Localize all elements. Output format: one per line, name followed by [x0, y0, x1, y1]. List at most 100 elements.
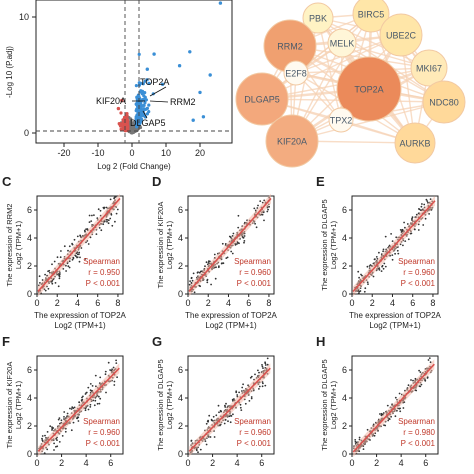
scatter-point: [109, 217, 112, 220]
volcano-point-outlier: [120, 98, 124, 103]
scatter-point: [378, 269, 381, 271]
scatter-point: [41, 279, 44, 281]
scatter-point: [206, 278, 209, 281]
volcano-point-up: [147, 81, 151, 85]
scatter-point: [79, 256, 81, 259]
scatter-point: [250, 397, 253, 400]
scatter-point: [111, 224, 114, 227]
scatter-point: [391, 258, 394, 261]
y-axis-unit-label: Log2 (TPM+1): [329, 380, 338, 429]
scatter-point: [97, 208, 100, 211]
scatter-point: [46, 431, 49, 433]
scatter-point: [94, 374, 97, 377]
y-tick-label: 4: [27, 233, 32, 243]
volcano-xtick-label: 0: [129, 148, 134, 158]
scatter-point: [381, 413, 383, 416]
scatter-point: [264, 364, 267, 366]
scatter-point: [241, 390, 243, 392]
scatter-point: [58, 275, 61, 278]
scatter-point: [237, 214, 240, 217]
scatter-point: [418, 369, 420, 372]
scatter-point: [46, 448, 49, 451]
scatter-point: [43, 452, 46, 455]
network-edge: [317, 17, 430, 69]
scatter-point: [110, 213, 113, 216]
scatter-point: [57, 285, 60, 288]
scatter-point: [217, 266, 220, 269]
stat-value-label: r = 0.960: [88, 428, 120, 437]
y-tick-label: 2: [178, 421, 183, 431]
x-tick-label: 8: [430, 298, 435, 308]
scatter-point: [220, 410, 223, 413]
y-axis-label: The expression of DLGAP5: [156, 359, 165, 450]
network-node-label: E2F8: [285, 69, 307, 79]
network-node-label: TPX2: [330, 116, 353, 126]
scatter-point: [409, 232, 412, 235]
scatter-point: [112, 366, 115, 369]
network-node-label: AURKB: [399, 139, 430, 149]
scatter-point: [403, 221, 405, 224]
x-axis-unit-label: Log2 (TPM+1): [205, 321, 257, 330]
scatter-point: [268, 205, 270, 208]
scatter-point: [204, 440, 207, 442]
scatter-point: [253, 207, 256, 210]
network-node-e2f8: [283, 60, 309, 86]
scatter-point: [114, 220, 116, 223]
scatter-point: [243, 240, 246, 242]
y-tick-label: 0: [27, 449, 32, 459]
scatter-point: [428, 357, 431, 359]
y-axis-unit-label: Log2 (TPM+1): [14, 220, 23, 269]
scatter-point: [239, 406, 242, 409]
scatter-point: [90, 220, 93, 223]
scatter-point: [68, 245, 71, 248]
stat-value-label: P < 0.001: [401, 279, 436, 288]
scatter-point: [254, 222, 256, 225]
scatter-point: [364, 287, 367, 290]
scatter-point: [217, 404, 220, 407]
scatter-point: [384, 265, 387, 268]
scatter-point: [116, 208, 119, 211]
scatter-point: [77, 420, 80, 422]
scatter-point: [357, 270, 360, 273]
network-node-kif20a: [265, 114, 319, 168]
x-tick-label: 6: [95, 298, 100, 308]
panel-letter: E: [316, 174, 325, 189]
volcano-point-outlier: [188, 50, 192, 54]
y-tick-label: 6: [342, 365, 347, 375]
volcano-point-outlier: [208, 73, 212, 77]
scatter-point: [243, 235, 246, 237]
scatter-point: [95, 385, 97, 388]
volcano-point-outlier: [116, 106, 121, 111]
scatter-point: [218, 411, 220, 414]
x-tick-label: 2: [370, 298, 375, 308]
scatter-point: [192, 272, 195, 275]
scatter-point: [248, 400, 251, 402]
volcano-point-outlier: [201, 115, 206, 119]
scatter-point: [411, 216, 414, 219]
y-tick-label: 2: [178, 261, 183, 271]
scatter-point: [255, 226, 258, 229]
scatter-point: [87, 243, 90, 245]
scatter-point: [205, 261, 208, 264]
scatter-point: [243, 241, 245, 244]
x-tick-label: 6: [410, 298, 415, 308]
x-tick-label: 4: [75, 298, 80, 308]
volcano-point-outlier: [218, 1, 223, 5]
scatter-point: [105, 206, 108, 209]
volcano-point-up: [147, 103, 151, 107]
scatter-point: [51, 263, 53, 266]
scatter-point: [369, 264, 372, 266]
scatter-point: [39, 282, 41, 284]
scatter-point: [189, 280, 192, 282]
x-tick-label: 2: [59, 458, 64, 468]
scatter-point: [404, 226, 406, 229]
scatter-point: [257, 204, 259, 207]
scatter-axes-frame: [36, 195, 124, 295]
x-tick-label: 4: [226, 298, 231, 308]
y-tick-label: 2: [27, 421, 32, 431]
scatter-point: [224, 404, 226, 407]
volcano-point-up: [140, 92, 144, 96]
y-tick-label: 2: [27, 261, 32, 271]
